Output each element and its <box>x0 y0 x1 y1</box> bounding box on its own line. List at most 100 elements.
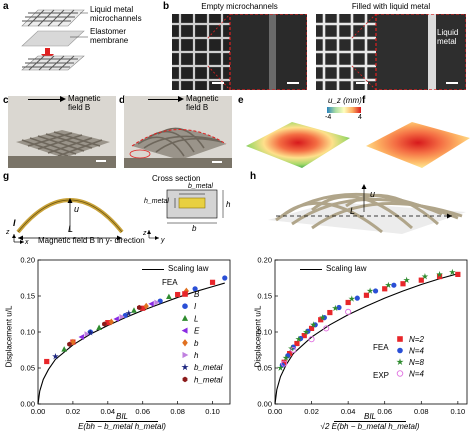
data-point <box>67 341 72 347</box>
series-n-4 <box>279 282 397 368</box>
series-b <box>70 287 189 346</box>
x-tick-label: 0.04 <box>101 407 116 416</box>
displacement-map-e <box>246 122 350 168</box>
data-point <box>366 287 374 294</box>
x-tick-label: 0.02 <box>304 407 319 416</box>
data-point <box>455 271 461 277</box>
y-tick-label: 0.20 <box>20 256 35 265</box>
y-tick-label: 0.15 <box>20 292 35 301</box>
ylabel-left: Displacement u/L <box>2 306 14 368</box>
data-point <box>295 335 303 343</box>
data-point <box>209 279 216 285</box>
data-point <box>348 295 356 302</box>
label-I: I <box>13 218 16 228</box>
field-arrow-d <box>148 99 180 100</box>
legend-marker <box>182 303 188 309</box>
colorbar-min: -4 <box>325 114 332 121</box>
scale-bar <box>356 82 368 84</box>
data-point <box>87 329 94 336</box>
data-point <box>175 291 181 298</box>
data-point <box>345 299 351 306</box>
data-point <box>44 358 50 365</box>
data-point <box>319 314 326 321</box>
arrow-right-icon <box>60 96 66 102</box>
grid-schematic <box>268 184 466 234</box>
colorbar-max: 4 <box>358 114 362 121</box>
microchannel-schematic <box>21 9 88 71</box>
legend-marker <box>182 339 188 347</box>
data-point <box>336 304 342 311</box>
cross-section-diagram <box>147 189 224 240</box>
data-point <box>140 305 146 311</box>
legend-label: h <box>194 351 199 360</box>
title-empty: Empty microchannels <box>201 2 278 11</box>
label-L: L <box>68 224 74 234</box>
data-point <box>302 328 310 335</box>
label-x: x <box>25 239 29 246</box>
label-microchannels: Liquid metal microchannels <box>90 5 142 23</box>
legend-label: b <box>194 339 199 348</box>
data-point <box>154 299 160 306</box>
legend-marker <box>182 351 189 359</box>
label-b-metal: b_metal <box>188 183 213 190</box>
series-b-metal <box>52 309 133 360</box>
legend-fea-right: FEA <box>373 343 389 352</box>
legend-line-swatch <box>300 269 322 271</box>
data-point <box>281 359 287 365</box>
panel-label-d: d <box>119 95 126 106</box>
label-membrane: Elastomer membrane <box>90 27 129 45</box>
data-point <box>421 273 429 280</box>
data-point <box>222 275 228 281</box>
legend-marker <box>396 370 404 377</box>
data-point <box>131 307 137 313</box>
colorbar-label: u_z (mm) <box>328 96 362 105</box>
data-point <box>290 346 297 354</box>
y-tick-label: 0.20 <box>257 256 272 265</box>
y-tick-label: 0.05 <box>257 364 272 373</box>
data-point <box>282 354 290 361</box>
panel-label-h: h <box>250 171 257 182</box>
xlabel-left-num: BIL <box>85 412 158 422</box>
assembled-layer <box>21 55 85 71</box>
data-point <box>308 336 315 343</box>
title-filled: Filled with liquid metal <box>351 2 431 11</box>
series-e <box>78 301 154 340</box>
scale-bar <box>212 161 222 163</box>
y-tick-label: 0.05 <box>20 364 35 373</box>
legend-marker <box>397 347 403 354</box>
legend-label: L <box>194 314 198 323</box>
label-h-metal: h_metal <box>144 198 169 205</box>
data-point <box>385 281 392 289</box>
data-point <box>403 276 410 283</box>
y-tick-label: 0.10 <box>20 328 35 337</box>
chart-left: 0.00 0.02 0.04 0.06 0.08 0.10 0.00 0.05 0.10 0.15… <box>20 256 231 416</box>
data-point <box>113 316 119 322</box>
microchannel-layer-top <box>21 9 85 27</box>
data-point <box>400 281 406 287</box>
data-point <box>372 288 379 294</box>
scale-bar <box>446 82 458 84</box>
scale-bar <box>212 82 224 84</box>
panel-label-g: g <box>3 171 10 182</box>
arrow-right-icon <box>178 96 184 102</box>
photo-empty-microchannels <box>172 14 307 90</box>
legend-marker <box>181 363 189 371</box>
legend-label: N=4 <box>409 370 424 379</box>
data-point <box>436 273 443 280</box>
panel-label-b: b <box>163 1 170 12</box>
data-point <box>332 304 339 312</box>
label-z: z <box>6 229 10 236</box>
y-tick-label: 0.10 <box>257 328 272 337</box>
data-point <box>119 314 125 320</box>
field-direction: Magnetic field B in y- direction <box>38 236 145 245</box>
xlabel-left: BIL E(bh − b_metal h_metal) <box>52 412 192 431</box>
data-point <box>294 340 300 347</box>
xlabel-left-den: E(bh − b_metal h_metal) <box>78 422 166 431</box>
data-point <box>382 286 388 292</box>
data-point <box>345 308 352 315</box>
series-l <box>61 293 172 352</box>
data-point <box>354 295 360 301</box>
legend-label: E <box>194 327 200 336</box>
legend-marker <box>181 315 189 321</box>
data-point <box>287 351 293 357</box>
